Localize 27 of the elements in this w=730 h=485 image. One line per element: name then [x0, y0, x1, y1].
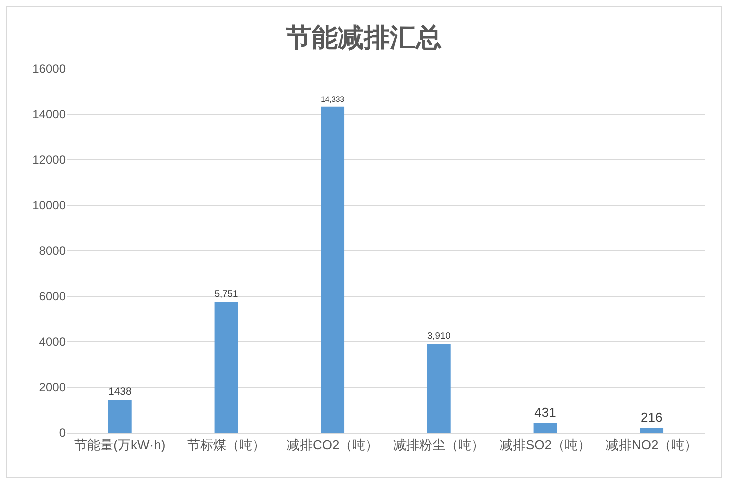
- chart-title: 节能减排汇总: [285, 23, 442, 52]
- y-tick-label: 8000: [39, 244, 66, 258]
- y-tick-label: 4000: [39, 335, 66, 350]
- data-label: 216: [640, 410, 663, 426]
- x-tick-label: 减排NO2（吨）: [606, 438, 698, 453]
- data-label: 431: [534, 405, 556, 420]
- x-tick-label: 节能量(万kW·h): [74, 438, 166, 453]
- data-label: 5,751: [214, 289, 238, 300]
- bar: [321, 106, 345, 433]
- y-tick-label: 10000: [32, 198, 66, 213]
- y-tick-label: 6000: [39, 290, 66, 304]
- x-tick-label: 节标煤（吨）: [188, 438, 266, 453]
- y-tick-label: 16000: [32, 62, 66, 76]
- y-tick-label: 14000: [32, 108, 66, 122]
- bar: [640, 428, 664, 433]
- data-label: 1438: [108, 386, 132, 398]
- x-tick-label: 减排粉尘（吨）: [394, 438, 485, 453]
- bar: [534, 423, 558, 433]
- x-tick-label: 减排SO2（吨）: [500, 438, 592, 453]
- bar: [108, 400, 132, 433]
- y-tick-label: 0: [59, 426, 66, 440]
- data-label: 3,910: [427, 330, 451, 341]
- y-tick-label: 12000: [32, 153, 66, 168]
- bar: [214, 302, 238, 433]
- bar: [427, 344, 451, 433]
- x-tick-label: 减排CO2（吨）: [286, 438, 379, 453]
- y-tick-label: 2000: [39, 380, 66, 395]
